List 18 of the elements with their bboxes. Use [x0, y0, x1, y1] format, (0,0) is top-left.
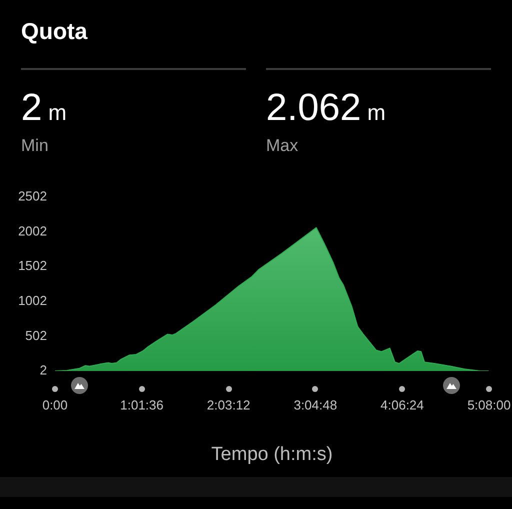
y-tick-label: 2502 [18, 188, 47, 204]
chart-title: Quota [21, 18, 88, 44]
text: Max [266, 136, 298, 155]
x-tick-label: 0:00 [42, 397, 68, 412]
y-tick-label: 1002 [18, 292, 47, 308]
x-tick-label: 4:06:24 [380, 397, 424, 412]
text: 2 m [21, 87, 67, 129]
x-tick-label: 2:03:12 [206, 397, 250, 412]
y-tick-label: 2002 [18, 223, 47, 238]
x-tick-label: 3:04:48 [294, 397, 338, 412]
x-tick-label: 5:08:00 [467, 397, 511, 412]
y-tick-label: 1502 [18, 258, 47, 274]
y-tick-label: 2 [40, 362, 47, 378]
x-axis-title: Tempo (h:m:s) [211, 444, 333, 465]
text: 2.062 m [266, 87, 386, 129]
y-tick-label: 502 [25, 328, 47, 343]
x-tick-label: 1:01:36 [120, 397, 164, 412]
text: Min [21, 136, 48, 155]
